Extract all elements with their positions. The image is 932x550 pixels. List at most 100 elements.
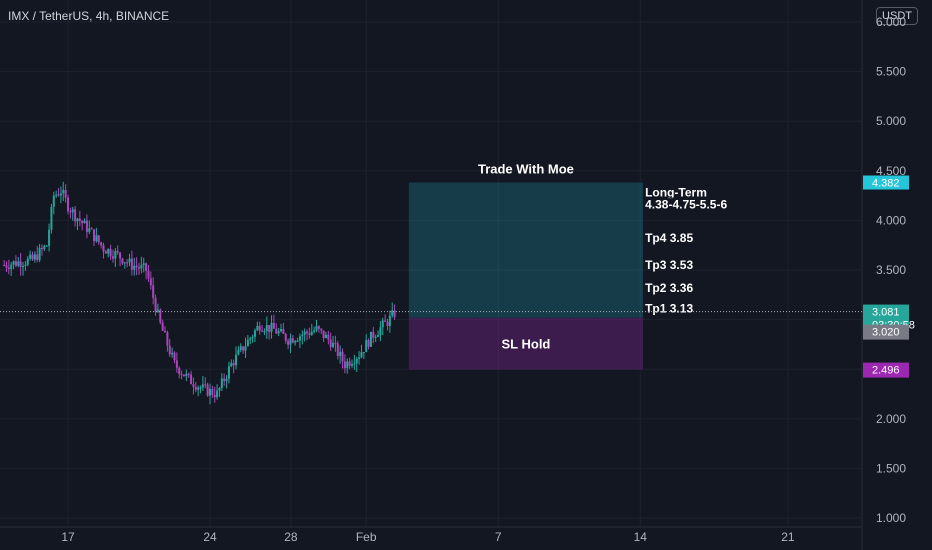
price-axis[interactable]: 6.0005.5005.0004.5004.0003.5003.0002.500… xyxy=(863,15,915,525)
candle-body xyxy=(239,346,242,350)
candle-body xyxy=(57,194,60,196)
gridlines xyxy=(0,0,863,550)
candle-body xyxy=(3,265,6,267)
candle-body xyxy=(242,346,245,351)
candle-body xyxy=(351,364,353,366)
candle-body xyxy=(230,362,233,367)
candle-body xyxy=(140,264,143,269)
candle-body xyxy=(317,326,320,329)
candle-body xyxy=(206,384,209,396)
candle-body xyxy=(322,330,325,339)
candle-body xyxy=(329,339,332,348)
candle-body xyxy=(109,249,112,257)
candle-body xyxy=(277,331,280,334)
target-label: Long-Term xyxy=(645,186,707,200)
currency-selector[interactable]: USDT xyxy=(876,7,918,25)
candle-body xyxy=(204,384,207,386)
candle-body xyxy=(327,334,330,340)
candle-body xyxy=(280,329,282,332)
candle-body xyxy=(161,322,164,331)
candle-body xyxy=(29,254,32,259)
candle-body xyxy=(268,325,271,332)
candle-body xyxy=(237,349,240,355)
candle-body xyxy=(332,342,335,348)
candle-body xyxy=(391,310,394,316)
candle-body xyxy=(147,270,150,279)
target-price-tag-text: 4.382 xyxy=(872,178,900,190)
x-tick-label: 7 xyxy=(495,530,502,544)
candle-body xyxy=(291,338,294,343)
candle-body xyxy=(36,254,39,261)
candle-body xyxy=(62,190,65,194)
candle-body xyxy=(182,374,185,377)
target-label: Tp1 3.13 xyxy=(645,302,693,316)
x-tick-label: 24 xyxy=(203,530,217,544)
candle-body xyxy=(358,357,361,359)
candle-body xyxy=(100,242,103,246)
entry-price-tag-text: 3.020 xyxy=(872,327,900,339)
candle-body xyxy=(69,211,72,213)
candle-body xyxy=(76,218,79,222)
y-tick-label: 2.000 xyxy=(876,412,906,426)
candle-body xyxy=(275,328,278,334)
stop-price-tag-bg xyxy=(863,362,909,378)
candle-body xyxy=(282,329,285,334)
candle-body xyxy=(187,373,190,375)
candle-body xyxy=(263,331,266,333)
candle-body xyxy=(164,330,167,333)
candle-body xyxy=(159,309,162,323)
candle-body xyxy=(244,346,247,351)
target-label-bg xyxy=(643,185,736,199)
candles xyxy=(3,181,396,405)
candle-body xyxy=(168,345,171,355)
candle-body xyxy=(339,351,342,357)
entry-price-tag: 3.020 xyxy=(863,324,909,340)
candle-body xyxy=(107,249,110,254)
candle-body xyxy=(104,251,107,254)
candle-body xyxy=(128,258,131,263)
target-zone xyxy=(408,182,644,318)
y-tick-label: 4.000 xyxy=(876,213,906,227)
candle-body xyxy=(12,261,15,265)
candle-body xyxy=(353,363,356,365)
candle-body xyxy=(261,330,264,332)
candle-body xyxy=(83,220,86,224)
candle-body xyxy=(85,220,88,232)
stop-price-tag-text: 2.496 xyxy=(872,365,900,377)
position-title: Trade With Moe xyxy=(478,162,574,177)
candle-body xyxy=(154,297,157,312)
candle-body xyxy=(119,252,122,259)
time-axis[interactable]: 17 24 28 Feb 7 14 21 xyxy=(61,530,795,544)
candle-body xyxy=(343,361,346,369)
long-position-tool[interactable]: Trade With Moe SL Hold Long-Term4.38-4.75-… xyxy=(408,162,736,370)
candle-body xyxy=(315,326,318,331)
y-tick-label: 6.000 xyxy=(876,15,906,29)
candle-body xyxy=(379,327,382,336)
candle-body xyxy=(156,309,159,312)
candle-body xyxy=(81,220,84,224)
stop-price-tag: 2.496 xyxy=(863,362,909,378)
candle-body xyxy=(216,390,219,398)
target-label: Tp2 3.36 xyxy=(645,281,693,295)
candle-body xyxy=(95,235,98,242)
x-tick-label: 28 xyxy=(284,530,298,544)
candle-body xyxy=(303,331,306,335)
candle-body xyxy=(249,338,252,340)
candle-body xyxy=(296,340,299,342)
candle-body xyxy=(135,265,138,268)
candle-body xyxy=(197,387,200,390)
x-tick-label: Feb xyxy=(356,530,377,544)
candle-body xyxy=(43,245,46,249)
candle-body xyxy=(178,367,181,375)
candle-body xyxy=(377,335,380,337)
candle-body xyxy=(55,194,58,196)
candle-body xyxy=(388,315,391,326)
candle-body xyxy=(386,321,389,326)
candle-body xyxy=(102,245,105,252)
candle-body xyxy=(126,262,129,264)
candle-body xyxy=(192,384,195,387)
target-label-bg xyxy=(643,197,736,211)
candle-body xyxy=(381,320,384,328)
candle-body xyxy=(74,209,77,222)
